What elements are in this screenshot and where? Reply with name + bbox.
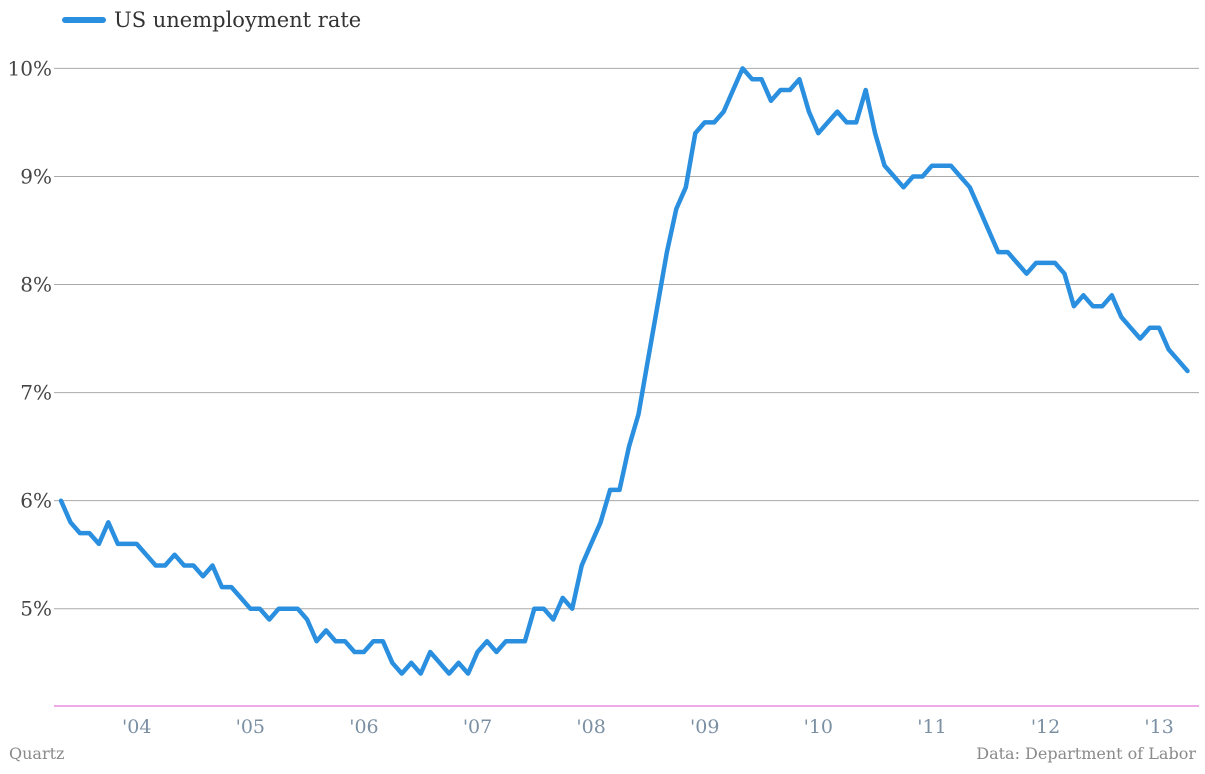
x-tick-label: '11 bbox=[917, 716, 946, 738]
x-tick-label: '09 bbox=[690, 716, 719, 738]
credit-label: Quartz bbox=[9, 744, 65, 763]
x-tick-label: '08 bbox=[576, 716, 605, 738]
y-tick-label: 9% bbox=[20, 164, 52, 188]
x-tick-label: '05 bbox=[236, 716, 265, 738]
source-label: Data: Department of Labor bbox=[976, 744, 1196, 763]
x-tick-label: '06 bbox=[349, 716, 378, 738]
x-tick-label: '07 bbox=[463, 716, 492, 738]
legend-label: US unemployment rate bbox=[114, 8, 362, 32]
legend: US unemployment rate bbox=[62, 6, 361, 34]
y-tick-label: 5% bbox=[20, 597, 52, 621]
x-tick-label: '04 bbox=[122, 716, 151, 738]
y-tick-label: 7% bbox=[20, 381, 52, 405]
y-tick-label: 10% bbox=[8, 56, 52, 80]
y-tick-label: 6% bbox=[20, 489, 52, 513]
x-tick-label: '13 bbox=[1144, 716, 1173, 738]
legend-swatch bbox=[62, 17, 106, 23]
y-tick-label: 8% bbox=[20, 273, 52, 297]
series-line-unemployment-rate bbox=[58, 66, 1190, 676]
x-tick-label: '12 bbox=[1031, 716, 1060, 738]
x-tick-label: '10 bbox=[804, 716, 833, 738]
